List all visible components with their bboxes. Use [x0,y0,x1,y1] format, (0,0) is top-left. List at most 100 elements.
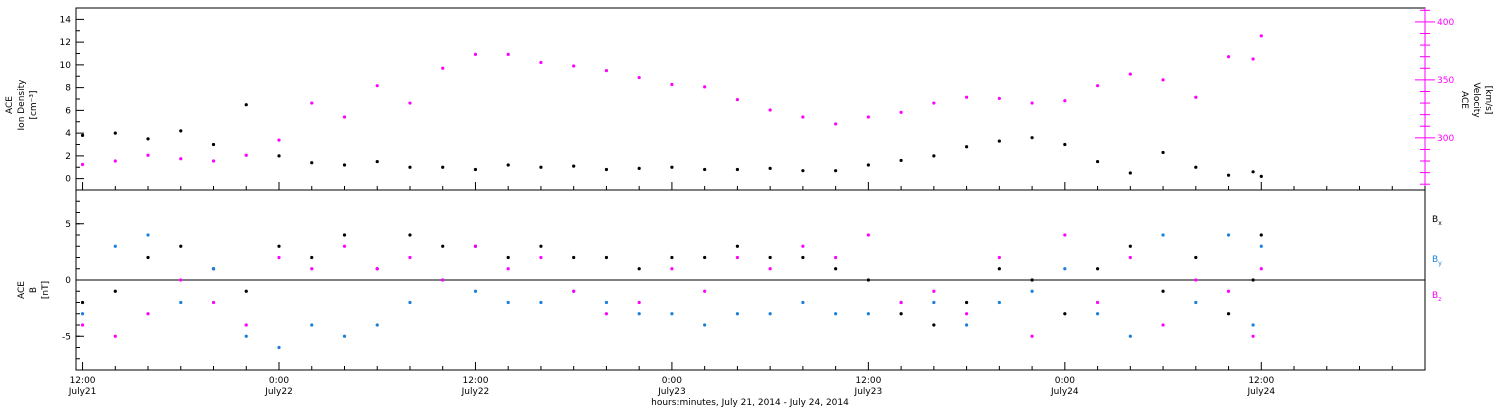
bfield-point [1194,278,1198,282]
velocity-point [1095,84,1100,88]
density-ytick-label: 2 [65,152,71,162]
bfield-point [1194,300,1198,305]
velocity-point [539,60,543,65]
velocity-point [211,159,216,163]
bfield-point [1226,289,1231,293]
bfield-point [1226,312,1231,316]
bfield-point [1128,334,1132,338]
bfield-ylabel-line3: [nT] [41,281,51,299]
bfield-point [637,267,641,271]
velocity-point [277,138,281,142]
bfield-point [310,323,314,327]
bfield-point [244,323,248,327]
velocity-point [1259,34,1263,38]
bfield-point [342,244,347,248]
bfield-point [572,255,576,260]
bfield-point [1030,334,1034,338]
bfield-point [441,244,445,248]
bfield-point [866,278,870,282]
density-point [768,166,772,170]
bfield-point [997,267,1001,271]
bfield-point [506,255,510,260]
bfield-point [113,334,117,338]
bfield-point [1030,278,1034,282]
velocity-point [506,52,510,56]
velocity-ylabel: ACE Velocity [km/s] [1459,82,1493,118]
density-point [572,164,576,168]
x-tick-time-label: 0:00 [662,376,682,386]
bfield-point [1259,244,1263,248]
bfield-point [506,267,510,271]
bfield-point [539,300,543,305]
velocity-point [1063,99,1067,103]
density-ytick-label: 4 [65,129,71,139]
bfield-point [637,312,641,316]
bfield-point [80,323,85,327]
velocity-point [703,85,707,89]
x-tick-date-label: July22 [461,387,490,397]
bfield-ytick-label: 5 [65,220,71,230]
bfield-point [277,244,281,248]
bfield-point [670,267,674,271]
bfield-point [1063,233,1067,237]
bfield-point [277,255,281,260]
x-tick-date-label: July23 [854,387,883,397]
velocity-point [965,95,969,99]
bfield-point [899,312,903,316]
bfield-point [670,312,674,316]
bfield-point [179,244,183,248]
bfield-point [965,323,969,327]
bfield-ytick-label: 0 [65,276,71,286]
velocity-point [1226,55,1231,59]
density-point [244,103,248,107]
bfield-point [506,300,510,305]
bfield-point [179,300,183,305]
legend-bz: Bz [1432,291,1441,303]
bfield-point [146,312,150,316]
density-point [1226,173,1231,177]
density-ytick-label: 12 [60,38,71,48]
density-point [1194,165,1198,169]
x-tick-date-label: July22 [264,387,293,397]
velocity-point [1030,101,1034,105]
bfield-point [179,278,183,282]
bfield-point [1259,233,1263,237]
density-point [703,167,707,172]
bfield-point [1251,278,1255,282]
velocity-ylabel-line1: ACE [1459,91,1469,109]
bfield-point [539,244,543,248]
velocity-point [1161,78,1165,82]
density-point [1095,159,1100,164]
bfield-point [866,312,870,316]
velocity-point [604,68,609,73]
bfield-point [834,267,838,271]
bfield-point [1259,267,1263,271]
bfield-point [1226,233,1231,237]
density-point [1128,171,1132,175]
density-point [997,139,1001,143]
bfield-point [1063,312,1067,316]
velocity-point [375,84,379,88]
x-tick-time-label: 12:00 [462,376,488,386]
bfield-point [211,300,216,305]
velocity-point [1194,95,1198,99]
bfield-point [1251,323,1255,327]
density-point [80,133,85,137]
bfield-legend: Bx By Bz [1432,215,1442,303]
density-point [735,167,740,172]
bfield-point [113,289,117,293]
bfield-point [1251,334,1255,338]
velocity-point [179,157,183,161]
bfield-point [932,289,936,293]
bfield-point [1095,267,1100,271]
density-point [146,137,150,141]
bfield-point [834,255,838,260]
bfield-point [146,233,150,237]
velocity-point [113,159,117,163]
density-point [932,154,936,158]
density-point [1251,170,1255,174]
bfield-point [637,300,641,305]
bfield-point [965,300,969,305]
